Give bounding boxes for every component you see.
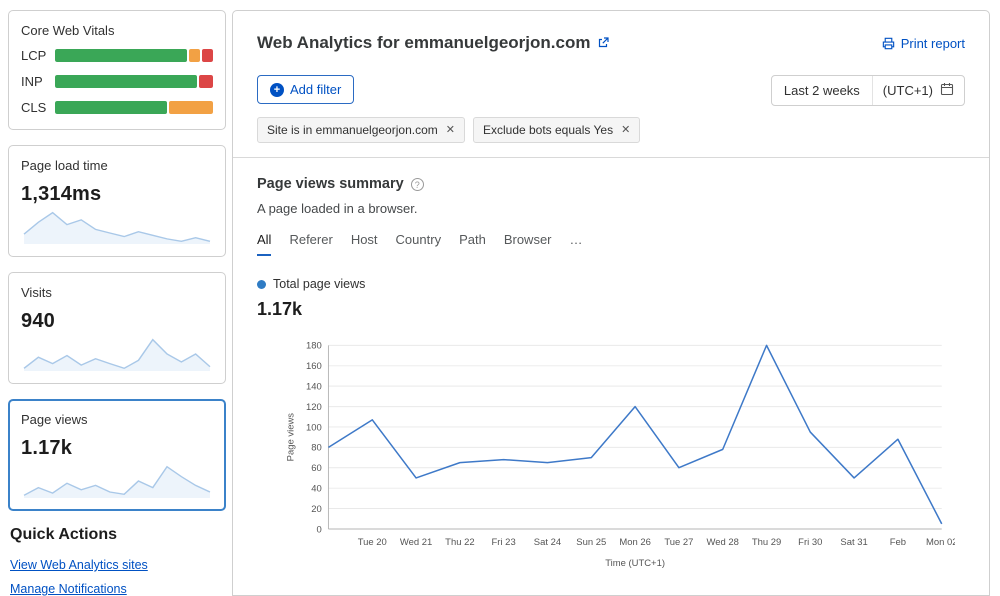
printer-icon bbox=[881, 36, 896, 51]
legend-total-page-views[interactable]: Total page views bbox=[257, 277, 965, 291]
tab-country[interactable]: Country bbox=[395, 232, 442, 247]
cwv-score-bar bbox=[55, 101, 213, 114]
filter-chip-text: Exclude bots equals Yes bbox=[482, 123, 614, 137]
main-panel: Web Analytics for emmanuelgeorjon.com Pr… bbox=[232, 10, 990, 596]
svg-text:Thu 22: Thu 22 bbox=[445, 537, 474, 548]
sidebar: Core Web Vitals LCP INP CLS Page load time… bbox=[0, 0, 232, 596]
panel-divider bbox=[233, 157, 989, 158]
close-icon[interactable]: ✕ bbox=[621, 123, 631, 136]
metric-title: Visits bbox=[21, 285, 52, 300]
page-views-line-chart: 0 20 40 60 80 100 120 140 160 180 Tue 20 Wed 21 Thu … bbox=[257, 320, 965, 573]
link-manage-notifications[interactable]: Manage Notifications bbox=[10, 582, 127, 596]
print-report-label: Print report bbox=[900, 35, 965, 51]
svg-text:Sun 25: Sun 25 bbox=[576, 537, 606, 548]
cwv-score-bar bbox=[55, 75, 213, 88]
quick-actions-title: Quick Actions bbox=[10, 526, 117, 543]
tab-all[interactable]: All bbox=[257, 232, 272, 256]
svg-text:Time (UTC+1): Time (UTC+1) bbox=[605, 558, 665, 569]
page-title: Web Analytics for emmanuelgeorjon.com bbox=[257, 33, 591, 52]
svg-text:Page views: Page views bbox=[285, 413, 296, 462]
metric-title: Page views bbox=[21, 412, 88, 427]
cwv-metric-label: CLS bbox=[21, 100, 47, 115]
page-views-sparkline bbox=[21, 464, 213, 498]
svg-text:160: 160 bbox=[306, 361, 322, 372]
add-filter-button[interactable]: + Add filter bbox=[257, 75, 355, 104]
page-views-summary-section: Page views summary ? A page loaded in a … bbox=[233, 158, 989, 573]
svg-text:100: 100 bbox=[306, 422, 322, 433]
core-web-vitals-card[interactable]: Core Web Vitals LCP INP CLS bbox=[8, 10, 226, 130]
date-range-label[interactable]: Last 2 weeks bbox=[783, 83, 860, 98]
svg-text:Sat 31: Sat 31 bbox=[840, 537, 867, 548]
legend-dot-icon bbox=[257, 279, 266, 289]
filter-chip-site[interactable]: Site is in emmanuelgeorjon.com ✕ bbox=[257, 117, 465, 143]
svg-text:Mon 02: Mon 02 bbox=[926, 537, 955, 548]
core-web-vitals-title: Core Web Vitals bbox=[21, 23, 115, 38]
filter-chip-exclude-bots[interactable]: Exclude bots equals Yes ✕ bbox=[472, 117, 641, 143]
page-load-time-card[interactable]: Page load time 1,314ms bbox=[8, 145, 226, 257]
summary-subtitle: A page loaded in a browser. bbox=[257, 201, 418, 216]
tab-host[interactable]: Host bbox=[350, 232, 378, 247]
svg-text:Fri 23: Fri 23 bbox=[492, 537, 516, 548]
svg-text:Tue 27: Tue 27 bbox=[664, 537, 693, 548]
metric-value: 1.17k bbox=[21, 437, 73, 459]
print-report-button[interactable]: Print report bbox=[881, 36, 965, 51]
svg-text:120: 120 bbox=[306, 402, 322, 413]
page-load-time-sparkline bbox=[21, 210, 213, 244]
svg-text:Wed 21: Wed 21 bbox=[400, 537, 432, 548]
panel-header: Web Analytics for emmanuelgeorjon.com Pr… bbox=[233, 11, 989, 157]
svg-text:Sat 24: Sat 24 bbox=[534, 537, 561, 548]
svg-text:0: 0 bbox=[317, 524, 322, 535]
svg-text:180: 180 bbox=[306, 341, 322, 352]
cwv-row: CLS bbox=[21, 100, 213, 115]
summary-tabs: All Referer Host Country Path Browser … bbox=[257, 232, 965, 257]
link-view-web-analytics-sites[interactable]: View Web Analytics sites bbox=[10, 558, 148, 572]
svg-text:Thu 29: Thu 29 bbox=[752, 537, 781, 548]
calendar-icon[interactable] bbox=[940, 82, 954, 99]
external-link-icon[interactable] bbox=[597, 37, 610, 49]
svg-text:Fri 30: Fri 30 bbox=[798, 537, 822, 548]
timezone-label: (UTC+1) bbox=[882, 83, 933, 98]
total-page-views-value: 1.17k bbox=[257, 299, 303, 319]
cwv-row: INP bbox=[21, 74, 213, 89]
cwv-metric-label: INP bbox=[21, 74, 43, 89]
cwv-metric-label: LCP bbox=[21, 48, 47, 63]
metric-title: Page load time bbox=[21, 158, 108, 173]
svg-text:Feb: Feb bbox=[890, 537, 906, 548]
close-icon[interactable]: ✕ bbox=[445, 123, 455, 136]
svg-text:60: 60 bbox=[311, 463, 322, 474]
filter-chip-text: Site is in emmanuelgeorjon.com bbox=[267, 123, 438, 137]
tab-path[interactable]: Path bbox=[459, 232, 486, 247]
tab-referer[interactable]: Referer bbox=[289, 232, 333, 247]
metric-value: 1,314ms bbox=[21, 183, 102, 205]
svg-text:40: 40 bbox=[311, 483, 322, 494]
help-icon[interactable]: ? bbox=[410, 177, 424, 191]
svg-text:Wed 28: Wed 28 bbox=[707, 537, 739, 548]
filter-chips: Site is in emmanuelgeorjon.com ✕ Exclude… bbox=[257, 117, 965, 157]
tab-browser[interactable]: Browser bbox=[503, 232, 552, 247]
metric-value: 940 bbox=[21, 310, 55, 332]
svg-text:80: 80 bbox=[311, 443, 322, 454]
core-web-vitals-rows: LCP INP CLS bbox=[21, 48, 213, 115]
cwv-row: LCP bbox=[21, 48, 213, 63]
cwv-score-bar bbox=[55, 49, 213, 62]
svg-text:Mon 26: Mon 26 bbox=[619, 537, 651, 548]
plus-icon: + bbox=[270, 82, 284, 97]
svg-text:20: 20 bbox=[311, 504, 322, 515]
summary-title: Page views summary bbox=[257, 176, 404, 192]
svg-text:140: 140 bbox=[306, 381, 322, 392]
page-views-card[interactable]: Page views 1.17k bbox=[8, 399, 226, 511]
svg-text:Tue 20: Tue 20 bbox=[358, 537, 387, 548]
visits-sparkline bbox=[21, 337, 213, 371]
legend-label: Total page views bbox=[273, 277, 366, 291]
visits-card[interactable]: Visits 940 bbox=[8, 272, 226, 384]
tab-more[interactable]: … bbox=[569, 232, 583, 247]
date-range-picker[interactable]: Last 2 weeks (UTC+1) bbox=[770, 75, 965, 106]
filter-row: + Add filter Last 2 weeks (UTC+1) bbox=[257, 75, 965, 106]
add-filter-label: Add filter bbox=[290, 82, 342, 97]
